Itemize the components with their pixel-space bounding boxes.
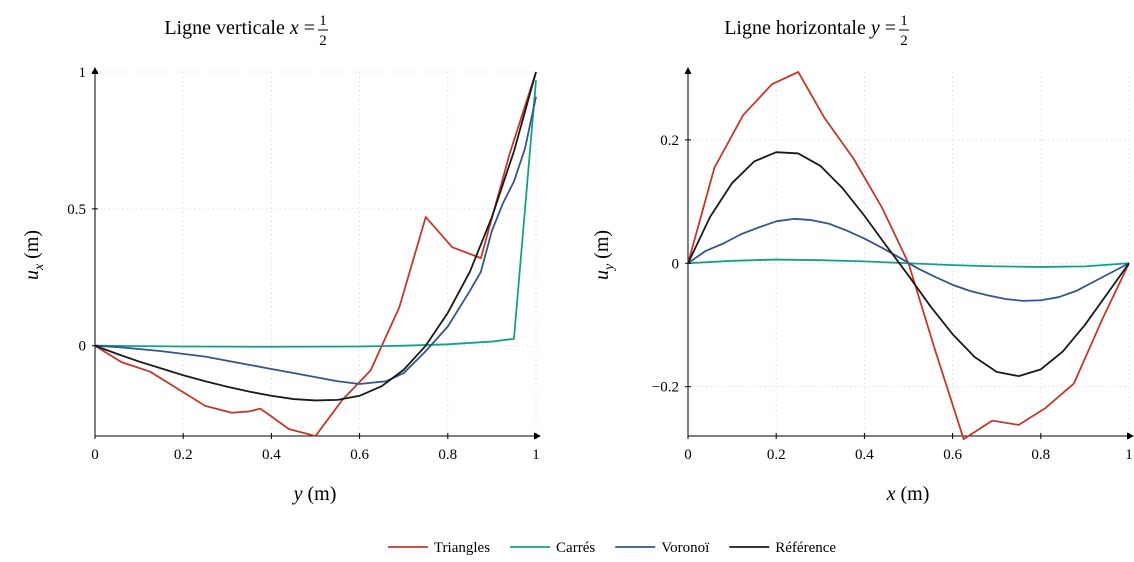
series-line-triangles	[687, 71, 1130, 440]
axes	[684, 67, 1134, 440]
y-axis-arrow	[684, 67, 692, 74]
series-line-triangles	[94, 71, 537, 437]
series-line-carrés	[94, 80, 537, 348]
x-tick-label: 1	[532, 447, 540, 463]
title-fraction-denominator: 2	[900, 33, 908, 49]
chart-title: Ligne verticale x =	[164, 17, 315, 39]
legend-label: Carrés	[556, 540, 595, 556]
series-line-voronoï	[687, 217, 1130, 302]
series-line-référence	[687, 151, 1130, 378]
legend-label: Référence	[775, 540, 836, 556]
x-tick-label: 1	[1125, 447, 1133, 463]
series-lines	[687, 71, 1130, 440]
grid	[687, 72, 1130, 436]
y-tick-label: 0.5	[67, 202, 86, 218]
x-axis-arrow	[1127, 432, 1134, 440]
x-tick-label: 0.4	[262, 447, 281, 463]
series-lines	[94, 71, 537, 437]
chart-horizontal-line: Ligne horizontale y = 1 2 0 0.2 0.4 0.6 0.8 1…	[591, 13, 1134, 505]
y-tick-label: 0	[79, 339, 87, 355]
y-axis-arrow	[91, 67, 99, 74]
x-tick-label: 0	[91, 447, 99, 463]
x-tick-label: 0.6	[350, 447, 369, 463]
title-fraction-denominator: 2	[319, 33, 327, 49]
x-tick-label: 0.4	[855, 447, 874, 463]
chart-title: Ligne horizontale y =	[724, 17, 896, 39]
series-line-référence	[94, 71, 537, 402]
x-axis-arrow	[534, 432, 541, 440]
ticks: 0 0.2 0.4 0.6 0.8 1 −0.2 0 0.2	[652, 133, 1133, 463]
legend-label: Triangles	[434, 540, 490, 556]
x-tick-label: 0.8	[1031, 447, 1050, 463]
y-tick-label: 0	[672, 256, 680, 272]
y-tick-label: −0.2	[652, 380, 679, 396]
x-axis-label: x (m)	[886, 483, 930, 505]
y-axis-label: ux (m)	[21, 230, 47, 280]
legend: Triangles Carrés Voronoï Référence	[387, 540, 836, 556]
y-tick-label: 1	[79, 65, 87, 81]
title-fraction-numerator: 1	[319, 13, 327, 29]
ticks: 0 0.2 0.4 0.6 0.8 1 0 0.5 1	[67, 65, 540, 463]
x-axis-label: y (m)	[292, 483, 337, 505]
legend-label: Voronoï	[661, 540, 710, 556]
series-line-voronoï	[94, 96, 537, 385]
x-tick-label: 0.6	[943, 447, 962, 463]
y-axis-label: uy (m)	[591, 230, 617, 280]
x-tick-label: 0.2	[174, 447, 193, 463]
axes	[91, 67, 541, 440]
x-tick-label: 0.8	[438, 447, 457, 463]
y-tick-label: 0.2	[660, 133, 679, 149]
x-tick-label: 0.2	[767, 447, 786, 463]
chart-vertical-line: Ligne verticale x = 1 2 0 0.2 0.4 0.6 0.8 100…	[21, 13, 541, 505]
title-fraction-numerator: 1	[900, 13, 908, 29]
x-tick-label: 0	[684, 447, 692, 463]
